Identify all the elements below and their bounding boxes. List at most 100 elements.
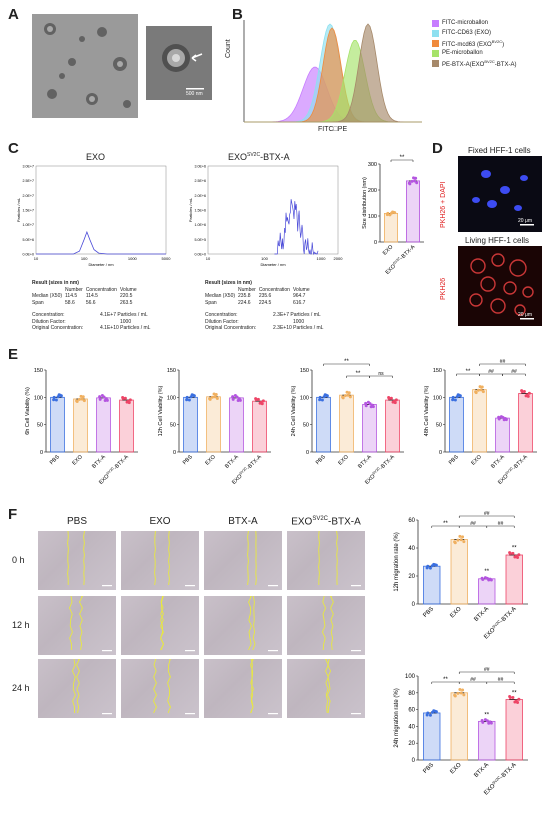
data-point bbox=[57, 393, 61, 397]
bar bbox=[383, 213, 398, 243]
fixed-cells-side-label: PKH26 + DAPI bbox=[440, 181, 447, 229]
ytick-label: 40 bbox=[408, 546, 415, 552]
category-label: PBS bbox=[182, 454, 194, 466]
ytick-label: 150 bbox=[34, 368, 43, 374]
bar bbox=[119, 399, 134, 453]
table-cell: Median (X50) bbox=[205, 293, 236, 299]
bar bbox=[423, 565, 441, 605]
nta-xtick: 1000 bbox=[317, 256, 327, 261]
nta-ytick: 3.0E+7 bbox=[23, 165, 35, 169]
wound-edge bbox=[167, 659, 171, 714]
data-point bbox=[391, 210, 395, 214]
ytick-label: 100 bbox=[368, 214, 377, 220]
fixed-cells-title: Fixed HFF-1 cells bbox=[468, 146, 531, 155]
legend-swatch bbox=[432, 49, 439, 57]
scratch-image bbox=[121, 659, 199, 718]
sig-label: ## bbox=[484, 667, 490, 673]
sig-label: ** bbox=[512, 545, 517, 551]
migration-col-label: EXO bbox=[149, 516, 171, 527]
nta-ytick: 2.5E+7 bbox=[23, 179, 35, 183]
nta-ytick: 5.0E+5 bbox=[195, 238, 207, 242]
sig-label: ** bbox=[400, 155, 405, 161]
data-point bbox=[412, 176, 416, 180]
data-point bbox=[517, 697, 521, 701]
ytick-label: 0 bbox=[40, 450, 43, 456]
legend-label: FITC-mcd63 (EXOBV2C) bbox=[442, 38, 505, 48]
sig-label: ## bbox=[470, 521, 476, 527]
data-point bbox=[318, 395, 322, 399]
wound-edge bbox=[250, 659, 254, 714]
nta-xtick: 5000 bbox=[162, 256, 172, 261]
data-point bbox=[517, 553, 521, 557]
flow-legend-item-0: FITC-microballon bbox=[432, 18, 516, 28]
category-label: EXO bbox=[470, 454, 483, 467]
data-point bbox=[79, 394, 83, 398]
ytick-label: 60 bbox=[408, 518, 415, 524]
bar bbox=[362, 404, 377, 453]
sig-label: ** bbox=[484, 569, 489, 575]
nta-ytick: 1.5E+7 bbox=[23, 209, 35, 213]
data-point bbox=[215, 396, 219, 400]
nta-xtick: 10 bbox=[206, 256, 211, 261]
nta-exobtx-results-title: Result (sizes in nm) bbox=[205, 280, 252, 286]
ytick-label: 20 bbox=[408, 574, 415, 580]
flow-legend-item-2: FITC-mcd63 (EXOBV2C) bbox=[432, 38, 516, 48]
sig-label: ** bbox=[466, 369, 471, 375]
ytick-label: 80 bbox=[408, 691, 415, 697]
scratch-image bbox=[204, 659, 282, 718]
scratch-image bbox=[121, 531, 199, 590]
data-point bbox=[425, 713, 429, 717]
data-point bbox=[105, 398, 109, 402]
category-label: PBS bbox=[49, 454, 61, 466]
ytick-label: 150 bbox=[300, 368, 309, 374]
panel-label-f: F bbox=[8, 506, 18, 523]
wound-edge bbox=[78, 596, 84, 651]
nta-ytick: 1.0E+7 bbox=[23, 223, 35, 227]
nta-xlabel: Diameter / nm bbox=[260, 262, 286, 267]
ytick-label: 300 bbox=[368, 162, 377, 168]
panel-label-a: A bbox=[8, 6, 19, 23]
scratch-image bbox=[287, 596, 365, 655]
data-point bbox=[489, 721, 493, 725]
data-point bbox=[256, 397, 260, 401]
data-point bbox=[235, 395, 239, 399]
data-point bbox=[102, 395, 106, 399]
wound-edge bbox=[67, 531, 69, 585]
wound-edge bbox=[152, 659, 158, 714]
nta-ytick: 5.0E+6 bbox=[23, 238, 35, 242]
fixed-cells-nuclei bbox=[472, 170, 534, 226]
legend-swatch bbox=[432, 29, 439, 37]
ytick-label: 50 bbox=[37, 423, 43, 429]
migration-row-label: 12 h bbox=[12, 620, 30, 630]
sig-label: ## bbox=[488, 369, 494, 375]
scratch-image bbox=[38, 659, 116, 718]
panel-label-b: B bbox=[232, 6, 243, 23]
flow-xlabel: FITC□PE bbox=[318, 126, 348, 133]
nta-ytick: 1.0E+6 bbox=[195, 223, 207, 227]
nta-exobtx-results: Result (sizes in nm) Number Concentration… bbox=[205, 280, 323, 332]
data-point bbox=[428, 566, 432, 570]
data-point bbox=[434, 710, 438, 714]
nta-ytick: 2.0E+6 bbox=[195, 194, 207, 198]
living-cells-title: Living HFF-1 cells bbox=[465, 236, 530, 245]
living-scale-label: 20 μm bbox=[518, 312, 532, 318]
bar bbox=[505, 554, 523, 605]
flow-ylabel: Count bbox=[225, 39, 232, 58]
data-point bbox=[451, 395, 455, 399]
data-point bbox=[527, 391, 531, 395]
data-point bbox=[487, 578, 491, 582]
data-point bbox=[481, 390, 485, 394]
scratch-image bbox=[121, 596, 199, 655]
table-cell: 964.7 bbox=[292, 293, 306, 299]
data-point bbox=[364, 401, 368, 405]
chart-ylabel: 24h migration rate (%) bbox=[394, 688, 400, 747]
data-point bbox=[456, 393, 460, 397]
bar bbox=[50, 396, 65, 453]
scratch-image bbox=[287, 659, 365, 718]
category-label: BTX-A bbox=[473, 606, 490, 623]
data-point bbox=[348, 395, 352, 399]
migration-12h-chart: 0 20 40 60 12h migration rate (%) PBS EXO BTX-A… bbox=[394, 511, 528, 640]
category-label: PBS bbox=[422, 606, 435, 619]
table-header: Volume bbox=[292, 286, 310, 293]
migration-col-label: PBS bbox=[66, 516, 87, 527]
